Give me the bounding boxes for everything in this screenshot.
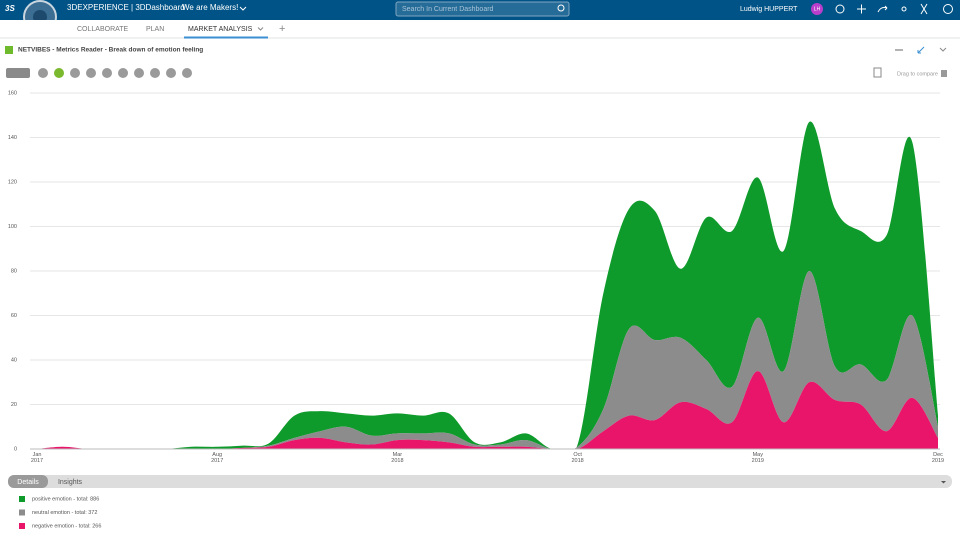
area-series bbox=[37, 121, 938, 449]
legend-swatch bbox=[19, 496, 25, 502]
search-icon[interactable] bbox=[557, 4, 565, 12]
user-name[interactable]: Ludwig HUPPERT bbox=[740, 6, 798, 13]
legend: positive emotion - total: 886 neutral emo… bbox=[19, 496, 101, 529]
tool-button[interactable] bbox=[54, 68, 64, 78]
legend-label: neutral emotion - total: 372 bbox=[32, 510, 97, 516]
chart-type-select[interactable] bbox=[6, 68, 30, 78]
tool-button[interactable] bbox=[86, 68, 96, 78]
y-tick-label: 160 bbox=[8, 90, 17, 96]
maximize-icon[interactable] bbox=[917, 46, 925, 54]
x-tick-label: Mar 2018 bbox=[391, 452, 403, 464]
help-icon[interactable] bbox=[943, 4, 953, 14]
panel-tab[interactable]: Insights bbox=[58, 479, 83, 486]
legend-swatch bbox=[19, 509, 25, 516]
drag-to-compare[interactable]: Drag to compare bbox=[897, 71, 938, 77]
tool-button[interactable] bbox=[166, 68, 176, 78]
widget-title: NETVIBES - Metrics Reader - Break down o… bbox=[18, 47, 203, 54]
axes: 0 20 40 60 80 100 120 140 160 Jan 2017 Aug 2017 Mar 20… bbox=[8, 90, 944, 464]
legend-label: positive emotion - total: 886 bbox=[32, 496, 99, 502]
tab-caret[interactable] bbox=[257, 27, 264, 31]
notify-icon[interactable] bbox=[835, 4, 845, 14]
add-tab[interactable]: + bbox=[279, 23, 285, 35]
export-icon[interactable] bbox=[873, 67, 882, 78]
ds-logo: 3S bbox=[5, 4, 15, 13]
tool-button[interactable] bbox=[70, 68, 80, 78]
top-bar bbox=[0, 0, 960, 20]
tool-button[interactable] bbox=[150, 68, 160, 78]
x-tick-label: Jan 2017 bbox=[31, 452, 43, 464]
area-series bbox=[37, 270, 938, 449]
dashboard-name[interactable]: We are Makers! bbox=[182, 3, 238, 12]
search-box[interactable] bbox=[395, 1, 570, 17]
x-tick-label: Oct 2018 bbox=[571, 452, 583, 464]
x-tick-label: May 2019 bbox=[752, 452, 764, 464]
tool-button[interactable] bbox=[134, 68, 144, 78]
user-initials: LH bbox=[814, 6, 821, 12]
dashboard-caret[interactable] bbox=[239, 6, 247, 11]
compare-icon[interactable] bbox=[941, 70, 947, 77]
legend-label: negative emotion - total: 266 bbox=[32, 523, 101, 529]
tool-button[interactable] bbox=[118, 68, 128, 78]
panel-tab[interactable]: Details bbox=[17, 479, 39, 486]
brand: 3DEXPERIENCE | 3DDashboard bbox=[67, 3, 185, 12]
tool-button[interactable] bbox=[38, 68, 48, 78]
widget-menu[interactable] bbox=[939, 47, 947, 52]
search-placeholder: Search In Current Dashboard bbox=[402, 6, 494, 13]
add-icon[interactable] bbox=[857, 4, 866, 14]
x-tick-label: Aug 2017 bbox=[211, 452, 223, 464]
top-icons bbox=[835, 3, 953, 15]
panel-tab-bar bbox=[8, 475, 952, 488]
tab-bar bbox=[0, 20, 960, 38]
x-tick-label: Dec 2019 bbox=[932, 452, 944, 464]
y-tick-label: 0 bbox=[14, 446, 17, 452]
y-tick-label: 120 bbox=[8, 179, 17, 185]
y-tick-label: 100 bbox=[8, 224, 17, 230]
tab[interactable]: COLLABORATE bbox=[77, 26, 129, 33]
tabs: COLLABORATE PLAN MARKET ANALYSIS bbox=[77, 26, 268, 39]
y-tick-label: 140 bbox=[8, 135, 17, 141]
tool-button[interactable] bbox=[182, 68, 192, 78]
y-tick-label: 80 bbox=[11, 268, 17, 274]
user-avatar[interactable] bbox=[811, 3, 823, 15]
panel-tab-active bbox=[8, 475, 48, 488]
legend-swatch bbox=[19, 523, 25, 529]
tab[interactable]: PLAN bbox=[146, 26, 164, 33]
y-tick-label: 40 bbox=[11, 357, 17, 363]
network-icon[interactable] bbox=[901, 6, 907, 12]
plot bbox=[37, 121, 938, 449]
y-tick-label: 20 bbox=[11, 402, 17, 408]
toolbar bbox=[38, 68, 192, 78]
tab[interactable]: MARKET ANALYSIS bbox=[188, 26, 253, 33]
panel-toggle[interactable] bbox=[941, 481, 946, 484]
widget-icon bbox=[5, 46, 13, 54]
share-icon[interactable] bbox=[877, 5, 888, 13]
tool-button[interactable] bbox=[102, 68, 112, 78]
y-tick-label: 60 bbox=[11, 313, 17, 319]
tools-icon[interactable] bbox=[920, 3, 928, 15]
area-series bbox=[37, 371, 938, 449]
